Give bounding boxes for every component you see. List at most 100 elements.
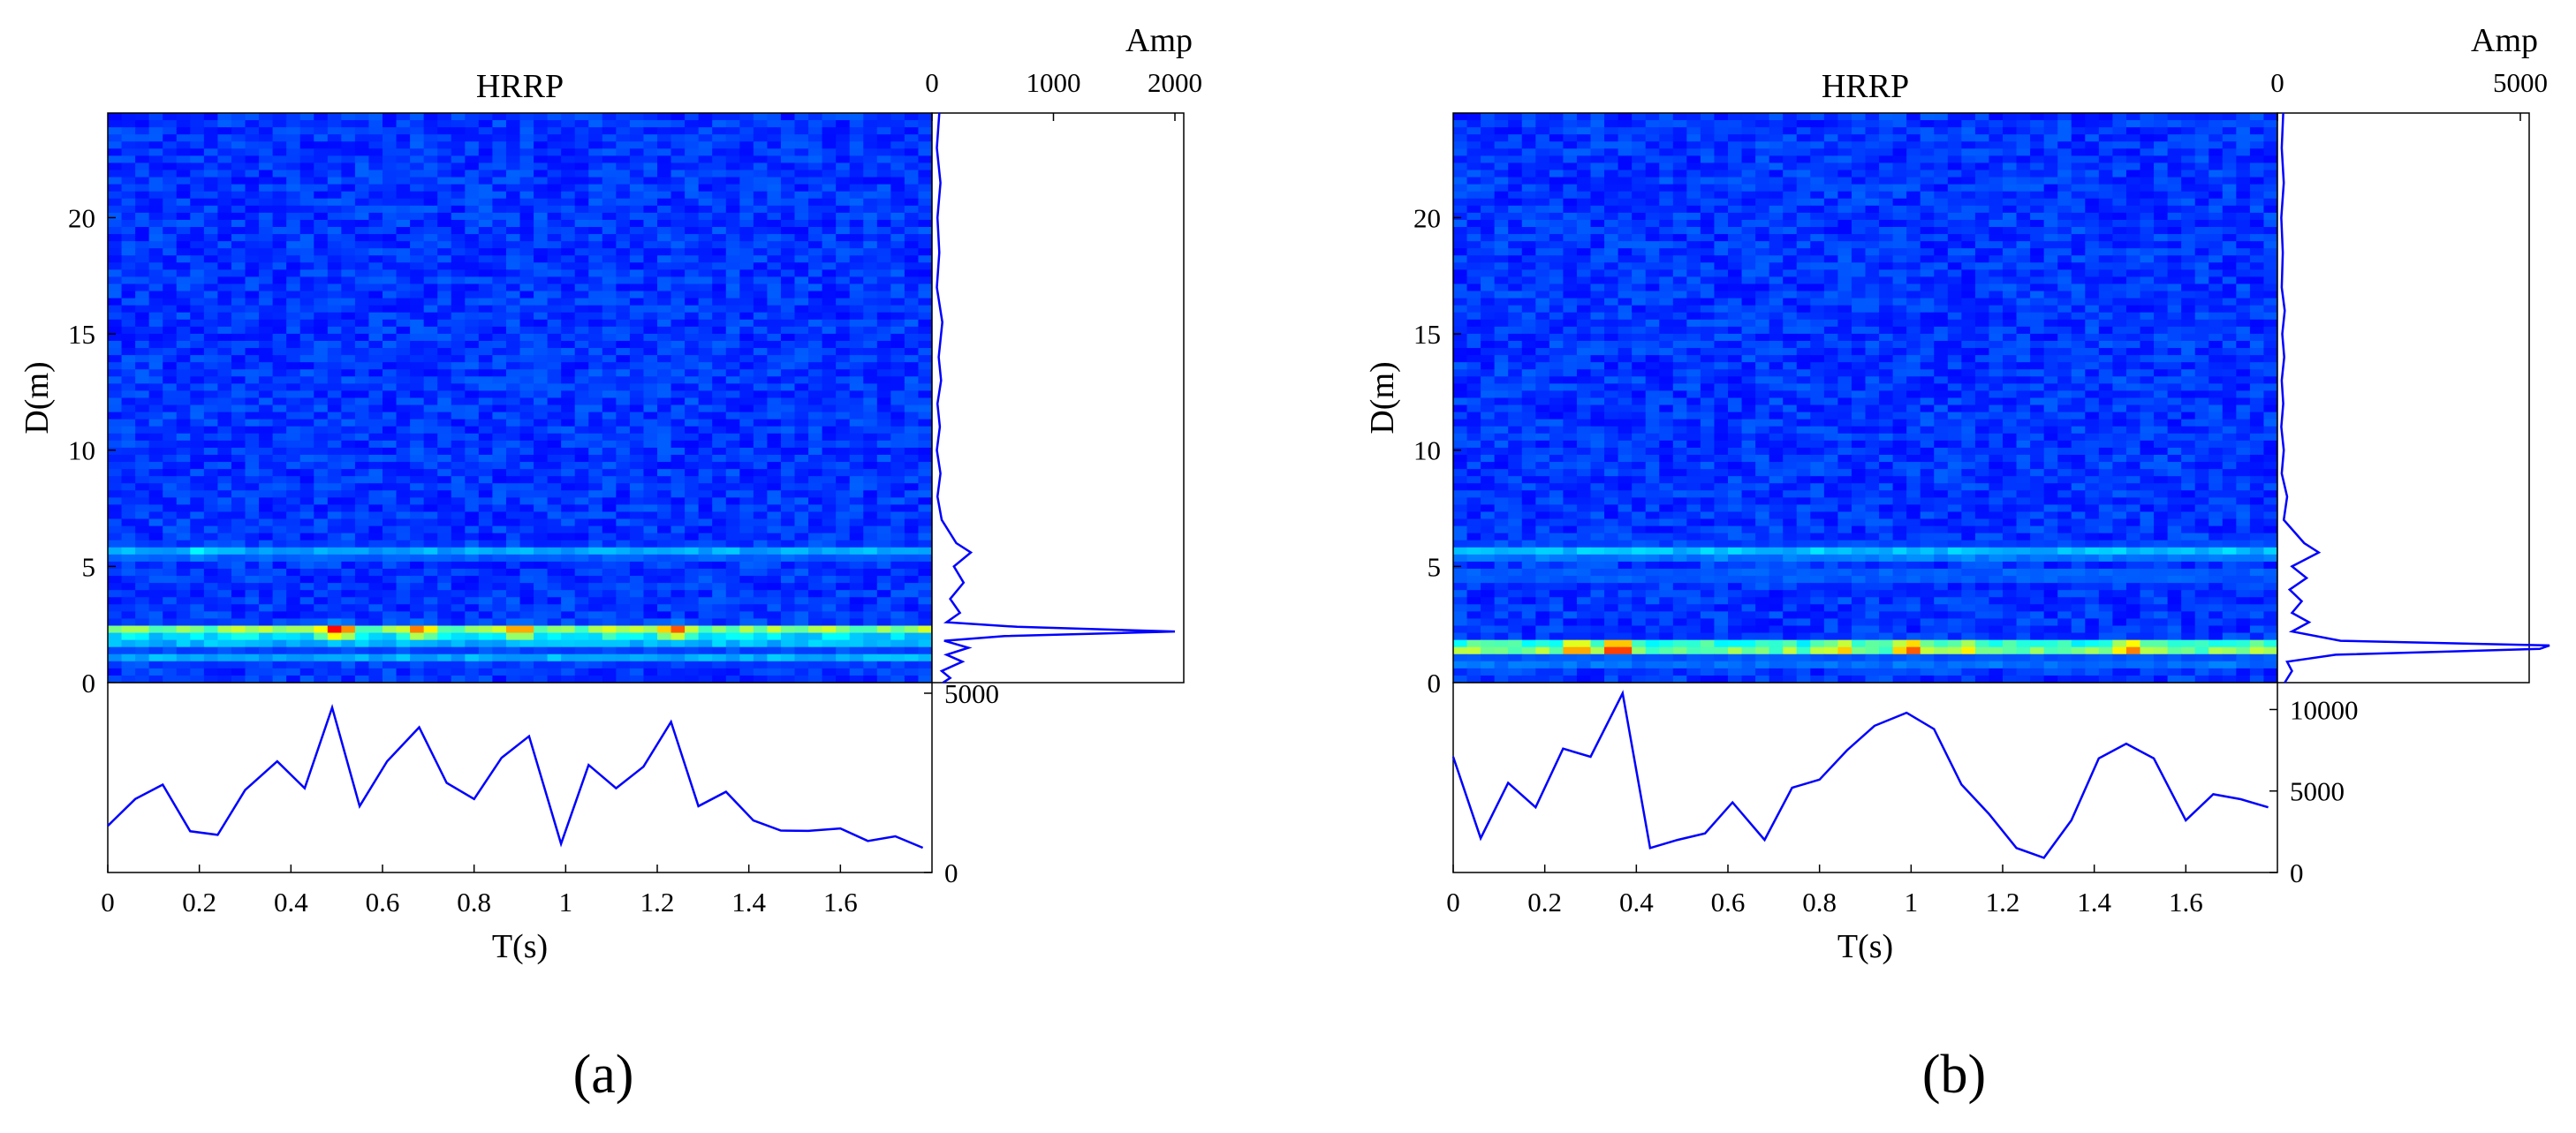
heatmap-cell [794, 462, 809, 470]
heatmap-cell [437, 455, 452, 463]
heatmap-cell [836, 447, 851, 456]
heatmap-cell [657, 625, 672, 634]
heatmap-cell [203, 625, 218, 634]
heatmap-cell [602, 170, 617, 178]
heatmap-cell [176, 590, 191, 598]
heatmap-cell [712, 219, 727, 228]
heatmap-cell [739, 668, 754, 676]
heatmap-cell [396, 383, 411, 392]
heatmap-cell [519, 390, 534, 399]
heatmap-cell [121, 590, 136, 598]
heatmap-cell [753, 604, 768, 612]
heatmap-cell [492, 390, 507, 399]
heatmap-cell [836, 504, 851, 513]
heatmap-cell [753, 227, 768, 235]
heatmap-cell [148, 191, 163, 200]
heatmap-cell [794, 569, 809, 577]
heatmap-cell [876, 397, 891, 406]
heatmap-cell [148, 255, 163, 263]
heatmap-cell [561, 419, 576, 427]
heatmap-cell [836, 419, 851, 427]
heatmap-cell [629, 262, 645, 270]
heatmap-cell [890, 618, 905, 627]
heatmap-cell [685, 511, 700, 520]
heatmap-cell [217, 497, 232, 506]
heatmap-cell [121, 348, 136, 356]
heatmap-cell [396, 305, 411, 313]
heatmap-cell [671, 518, 686, 527]
heatmap-cell [534, 333, 549, 342]
heatmap-cell [108, 120, 123, 128]
heatmap-cell [396, 576, 411, 584]
heatmap-cell [561, 504, 576, 513]
heatmap-cell [437, 518, 452, 527]
heatmap-cell [396, 597, 411, 605]
heatmap-cell [451, 576, 466, 584]
heatmap-cell [148, 483, 163, 491]
heatmap-cell [217, 447, 232, 456]
heatmap-cell [918, 198, 932, 207]
heatmap-cell [217, 355, 232, 363]
heatmap-cell [423, 504, 438, 513]
heatmap-cell [203, 547, 218, 555]
heatmap-cell [671, 504, 686, 513]
heatmap-cell [767, 455, 782, 463]
heatmap-cell [383, 383, 398, 392]
heatmap-cell [354, 653, 370, 662]
heatmap-cell [602, 241, 617, 249]
heatmap-cell [918, 227, 932, 235]
heatmap-cell [534, 305, 549, 313]
heatmap-cell [492, 234, 507, 242]
heatmap-cell [794, 646, 809, 655]
heatmap-cell [1974, 113, 1990, 121]
heatmap-cell [574, 390, 589, 399]
heatmap-cell [465, 569, 480, 577]
heatmap-cell [492, 540, 507, 548]
heatmap-cell [478, 362, 493, 370]
heatmap-cell [547, 319, 562, 328]
heatmap-cell [368, 198, 383, 207]
heatmap-cell [822, 191, 837, 200]
heatmap-cell [368, 447, 383, 456]
heatmap-cell [616, 219, 631, 228]
heatmap-cell [451, 333, 466, 342]
heatmap-cell [574, 490, 589, 498]
heatmap-cell [176, 604, 191, 612]
heatmap-cell [148, 141, 163, 149]
heatmap-cell [890, 447, 905, 456]
heatmap-cell [685, 518, 700, 527]
heatmap-cell [383, 348, 398, 356]
heatmap-cell [121, 177, 136, 185]
heatmap-cell [245, 291, 260, 299]
heatmap-cell [836, 390, 851, 399]
heatmap-cell [148, 283, 163, 292]
heatmap-cell [135, 341, 150, 349]
heatmap-cell [1714, 127, 1729, 135]
heatmap-cell [203, 248, 218, 256]
heatmap-cell [863, 661, 878, 669]
heatmap-cell [519, 433, 534, 442]
heatmap-cell [176, 276, 191, 285]
heatmap-cell [163, 490, 178, 498]
heatmap-cell [602, 191, 617, 200]
heatmap-cell [698, 333, 713, 342]
heatmap-cell [918, 426, 932, 434]
heatmap-cell [1672, 113, 1687, 121]
heatmap-cell [602, 404, 617, 413]
heatmap-cell [135, 184, 150, 193]
heatmap-cell [354, 241, 370, 249]
heatmap-cell [368, 312, 383, 321]
heatmap-cell [822, 590, 837, 598]
heatmap-cell [890, 113, 905, 121]
heatmap-cell [327, 376, 342, 384]
heatmap-cell [822, 205, 837, 214]
heatmap-cell [890, 341, 905, 349]
heatmap-cell [465, 469, 480, 477]
heatmap-cell [203, 440, 218, 449]
heatmap-cell [890, 170, 905, 178]
heatmap-cell [437, 369, 452, 377]
heatmap-cell [354, 312, 370, 321]
heatmap-cell [465, 269, 480, 278]
heatmap-cell [327, 205, 342, 214]
heatmap-cell [574, 291, 589, 299]
